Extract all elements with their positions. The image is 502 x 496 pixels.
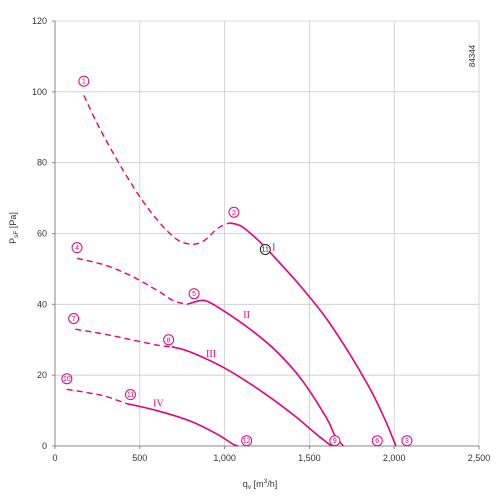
point-marker-5: 5 — [188, 288, 200, 300]
point-marker-circle — [78, 75, 90, 87]
point-marker-3: 3 — [401, 435, 413, 447]
x-tick-label: 2,500 — [468, 453, 491, 463]
point-marker-circle — [68, 313, 80, 324]
point-marker-4: 4 — [71, 242, 83, 254]
series-II-solid-line — [187, 299, 344, 447]
point-marker-circle — [329, 435, 341, 447]
y-axis-title: PsF [Pa] — [8, 212, 20, 244]
point-marker-label: 1 — [82, 79, 86, 86]
y-tick-label: 40 — [37, 299, 47, 309]
series-II-dashed-line — [76, 257, 188, 306]
y-tick-label: 100 — [32, 87, 47, 97]
series-I-solid-line — [229, 222, 397, 447]
point-marker-circle — [124, 389, 136, 401]
point-marker-8: 8 — [163, 334, 175, 346]
point-marker-label: 11 — [127, 392, 134, 399]
series-I-dashed-line — [83, 95, 230, 245]
series-label-IV: IV — [153, 399, 164, 410]
point-marker-7: 7 — [68, 313, 80, 324]
operating-point-circle — [259, 243, 271, 255]
point-marker-12: 12 — [241, 435, 253, 447]
point-marker-circle — [163, 334, 175, 346]
series-label-II: II — [243, 310, 250, 321]
point-marker-circle — [188, 288, 200, 300]
x-tick-label: 1,000 — [213, 453, 236, 463]
series-label-III: III — [206, 349, 216, 360]
x-tick-label: 0 — [52, 453, 57, 463]
point-marker-circle — [371, 435, 383, 447]
point-marker-label: 5 — [192, 291, 196, 298]
x-axis-title-unit-pre: [m — [251, 479, 264, 489]
figure-id-label: 84344 — [468, 44, 477, 67]
y-tick-label: 80 — [37, 158, 47, 168]
x-axis-title-sub: v — [248, 484, 252, 491]
y-axis-title-unit: [Pa] — [8, 212, 18, 231]
point-marker-label: 4 — [75, 245, 79, 252]
point-marker-10: 10 — [61, 373, 73, 385]
y-tick-label: 0 — [42, 441, 47, 451]
point-marker-label: 2 — [232, 210, 236, 217]
point-marker-circle — [61, 373, 73, 385]
grid — [54, 20, 480, 447]
point-marker-label: 3 — [405, 438, 409, 445]
operating-point-11: 11 — [259, 243, 271, 255]
point-marker-9: 9 — [329, 435, 341, 447]
operating-point-label: 11 — [262, 247, 269, 254]
x-tick-label: 2,000 — [383, 453, 406, 463]
point-marker-label: 10 — [63, 376, 71, 383]
series-III-dashed-line — [75, 328, 173, 348]
x-axis-title-unit-sup: 3 — [264, 478, 268, 485]
point-marker-2: 2 — [228, 206, 240, 218]
series-label-I: I — [272, 243, 275, 254]
point-marker-label: 12 — [243, 438, 251, 445]
point-marker-label: 7 — [72, 316, 76, 323]
series-IV-solid-line — [126, 402, 239, 447]
y-axis-title-sub: sF — [13, 231, 20, 238]
y-tick-label: 120 — [32, 16, 47, 26]
x-axis-title-unit-post: /h] — [267, 479, 277, 489]
y-axis-title-main: P — [8, 238, 18, 244]
y-tick-label: 20 — [37, 370, 47, 380]
x-axis-title-main: q — [243, 479, 248, 489]
x-axis-title: qv [m3/h] — [243, 478, 277, 491]
series-III-solid-line — [171, 346, 332, 447]
point-marker-label: 9 — [333, 438, 337, 445]
point-marker-1: 1 — [78, 75, 90, 87]
y-tick-label: 60 — [37, 229, 47, 239]
point-marker-circle — [401, 435, 413, 447]
point-marker-6: 6 — [371, 435, 383, 447]
point-marker-circle — [71, 242, 83, 254]
point-marker-11: 11 — [124, 389, 136, 401]
x-tick-label: 500 — [132, 453, 147, 463]
point-marker-label: 8 — [167, 337, 171, 344]
series-IV-dashed-line — [66, 388, 127, 405]
point-marker-label: 6 — [375, 438, 379, 445]
point-marker-circle — [241, 435, 253, 447]
point-marker-circle — [228, 206, 240, 218]
axes: 0 500 1,000 1,500 2,000 2,500 0 20 40 60 80 100 120 — [32, 16, 490, 463]
x-tick-label: 1,500 — [298, 453, 321, 463]
